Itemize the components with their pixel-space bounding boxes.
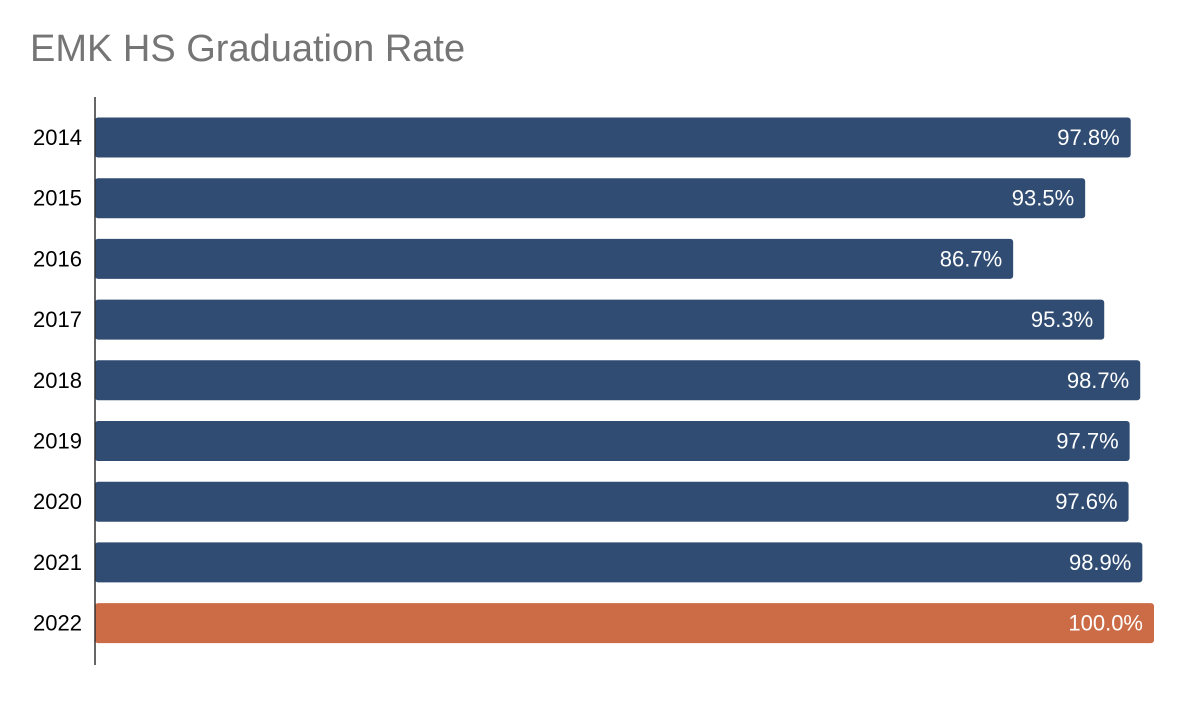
bar-2015 — [95, 178, 1086, 219]
value-label-2021: 98.9% — [1069, 550, 1131, 575]
chart-title: EMK HS Graduation Rate — [30, 28, 466, 70]
category-label-2022: 2022 — [33, 611, 82, 636]
value-label-2020: 97.6% — [1055, 489, 1117, 514]
value-label-2017: 95.3% — [1031, 307, 1093, 332]
value-label-2019: 97.7% — [1056, 429, 1118, 454]
bar-2020 — [95, 481, 1129, 522]
category-label-2021: 2021 — [33, 550, 82, 575]
bar-2016 — [95, 238, 1014, 279]
category-label-2014: 2014 — [33, 125, 82, 150]
bars-group — [95, 117, 1154, 644]
value-label-2014: 97.8% — [1057, 125, 1119, 150]
value-label-2018: 98.7% — [1067, 368, 1129, 393]
bar-2018 — [95, 360, 1141, 401]
category-label-2016: 2016 — [33, 246, 82, 271]
bar-2021 — [95, 542, 1143, 583]
value-label-2022: 100.0% — [1068, 611, 1143, 636]
category-label-2020: 2020 — [33, 489, 82, 514]
value-label-2015: 93.5% — [1012, 186, 1074, 211]
value-labels-group: 97.8% 93.5% 86.7% 95.3% 98.7% 97.7% 97.6% 98.9%… — [940, 125, 1143, 636]
category-labels-group: 2014 2015 2016 2017 2018 2019 2020 2021 2022 — [33, 125, 82, 636]
bar-2022 — [95, 603, 1154, 644]
bar-2019 — [95, 421, 1130, 461]
category-label-2018: 2018 — [33, 368, 82, 393]
value-label-2016: 86.7% — [940, 246, 1002, 271]
category-label-2017: 2017 — [33, 307, 82, 332]
category-label-2015: 2015 — [33, 186, 82, 211]
bar-2017 — [95, 299, 1105, 340]
bar-2014 — [95, 117, 1131, 158]
category-label-2019: 2019 — [33, 429, 82, 454]
